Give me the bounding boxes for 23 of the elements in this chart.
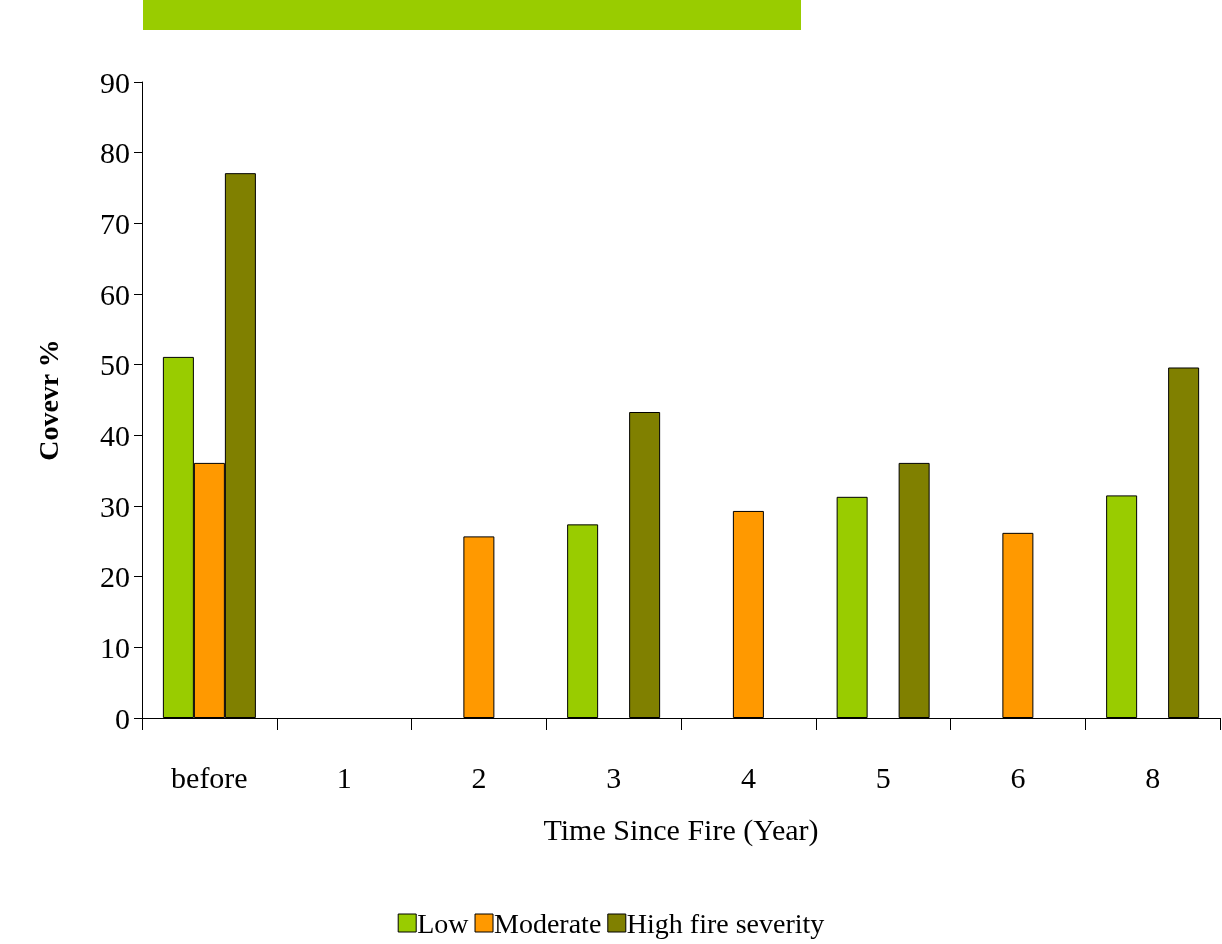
x-tick-label: before	[171, 760, 248, 794]
x-tick-label: 2	[471, 760, 487, 794]
x-tick-label: 3	[606, 760, 622, 794]
y-tick-label: 20	[100, 560, 130, 594]
x-axis-title: Time Since Fire (Year)	[543, 812, 819, 847]
x-tick-label: 5	[875, 760, 891, 794]
x-tick-label: 8	[1145, 760, 1161, 794]
legend-label: High fire severity	[626, 907, 825, 939]
legend-label: Moderate	[494, 907, 602, 939]
y-tick-label: 60	[100, 277, 130, 311]
y-tick-label: 0	[115, 701, 130, 735]
legend-label: Low	[417, 907, 470, 939]
x-tick-label: 4	[740, 760, 756, 794]
y-tick-label: 50	[100, 348, 130, 382]
y-tick-label: 80	[100, 136, 130, 170]
y-tick-label: 10	[100, 630, 130, 664]
y-tick-label: 90	[100, 65, 130, 99]
y-tick-label: 70	[100, 206, 130, 240]
y-tick-label: 40	[100, 418, 130, 452]
y-tick-label: 30	[100, 489, 130, 523]
y-axis-title: Covevr %	[32, 339, 64, 461]
x-tick-label: 6	[1010, 760, 1026, 794]
x-tick-label: 1	[336, 760, 352, 794]
